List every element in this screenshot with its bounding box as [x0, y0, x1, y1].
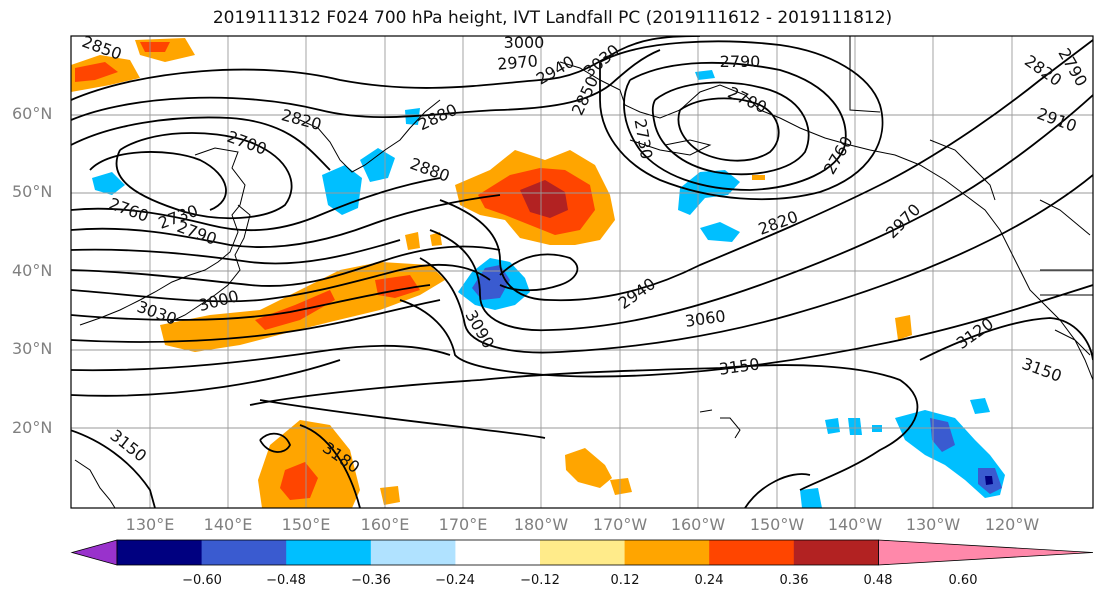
lon-label: 160°E — [360, 515, 410, 534]
lon-label: 170°E — [438, 515, 488, 534]
lon-label: 160°W — [670, 515, 726, 534]
positive-anomaly — [520, 180, 568, 218]
positive-anomaly — [895, 315, 912, 340]
lat-label: 20°N — [12, 418, 53, 437]
negative-anomaly — [970, 398, 990, 414]
contour-label: 2970 — [496, 51, 538, 73]
map-title: 2019111312 F024 700 hPa height, IVT Land… — [212, 8, 893, 28]
colorbar-swatch — [201, 540, 287, 565]
negative-anomaly — [825, 418, 840, 434]
positive-anomaly — [752, 175, 765, 180]
height-contours — [71, 36, 1093, 508]
positive-anomaly — [280, 462, 318, 500]
lon-label: 140°E — [203, 515, 253, 534]
colorbar-extend-high — [878, 539, 1094, 566]
contour-label: 2790 — [720, 52, 761, 71]
negative-anomaly — [695, 70, 715, 80]
map-frame — [70, 35, 1094, 509]
positive-anomaly — [75, 62, 118, 82]
contour-label: 3000 — [504, 33, 545, 52]
colorbar-tick: −0.36 — [351, 573, 391, 588]
lon-label: 140°W — [827, 515, 883, 534]
colorbar-tick: −0.12 — [520, 573, 560, 588]
positive-anomaly — [565, 448, 612, 488]
lon-label: 130°E — [125, 515, 175, 534]
positive-anomaly — [610, 478, 632, 495]
colorbar-tick: 0.12 — [610, 573, 640, 588]
positive-anomaly — [140, 42, 170, 52]
lon-label: 180°W — [513, 515, 569, 534]
negative-anomaly — [800, 488, 822, 508]
lat-label: 40°N — [12, 261, 53, 280]
colorbar-swatch — [370, 540, 456, 565]
negative-anomaly — [700, 222, 740, 242]
colorbar-tick: 0.36 — [779, 573, 809, 588]
colorbar-tick: −0.48 — [266, 573, 306, 588]
negative-anomaly — [678, 170, 740, 215]
lon-label: 130°W — [905, 515, 961, 534]
negative-anomaly — [895, 410, 1005, 498]
colorbar-tick: −0.60 — [182, 573, 222, 588]
colorbar-tick: 0.48 — [863, 573, 893, 588]
negative-anomaly — [985, 476, 993, 485]
colorbar-swatch — [455, 540, 541, 565]
lat-label: 50°N — [12, 182, 53, 201]
colorbar-frame — [116, 539, 879, 566]
coastlines — [74, 36, 1093, 508]
colorbar-swatch — [793, 540, 879, 565]
colorbar-extend-low — [70, 539, 118, 566]
negative-anomaly — [360, 148, 395, 182]
colorbar-swatch — [709, 540, 795, 565]
colorbar-swatch — [540, 540, 626, 565]
graticule — [71, 36, 1093, 508]
negative-anomaly — [92, 172, 125, 195]
lon-label: 150°W — [749, 515, 805, 534]
lon-label: 170°W — [592, 515, 648, 534]
positive-anomaly — [430, 232, 442, 246]
negative-anomaly — [930, 418, 955, 452]
lon-label: 120°W — [984, 515, 1040, 534]
colorbar-tick: −0.24 — [435, 573, 475, 588]
colorbar-tick: 0.24 — [694, 573, 724, 588]
lat-label: 30°N — [12, 339, 53, 358]
colorbar-tick: 0.60 — [948, 573, 978, 588]
lon-label: 150°E — [281, 515, 331, 534]
positive-anomaly — [255, 290, 335, 330]
colorbar-swatch — [624, 540, 710, 565]
colorbar-swatch — [286, 540, 372, 565]
negative-anomaly — [872, 425, 882, 432]
lat-label: 60°N — [12, 104, 53, 123]
colorbar-swatch — [117, 540, 203, 565]
positive-anomaly — [405, 232, 420, 250]
